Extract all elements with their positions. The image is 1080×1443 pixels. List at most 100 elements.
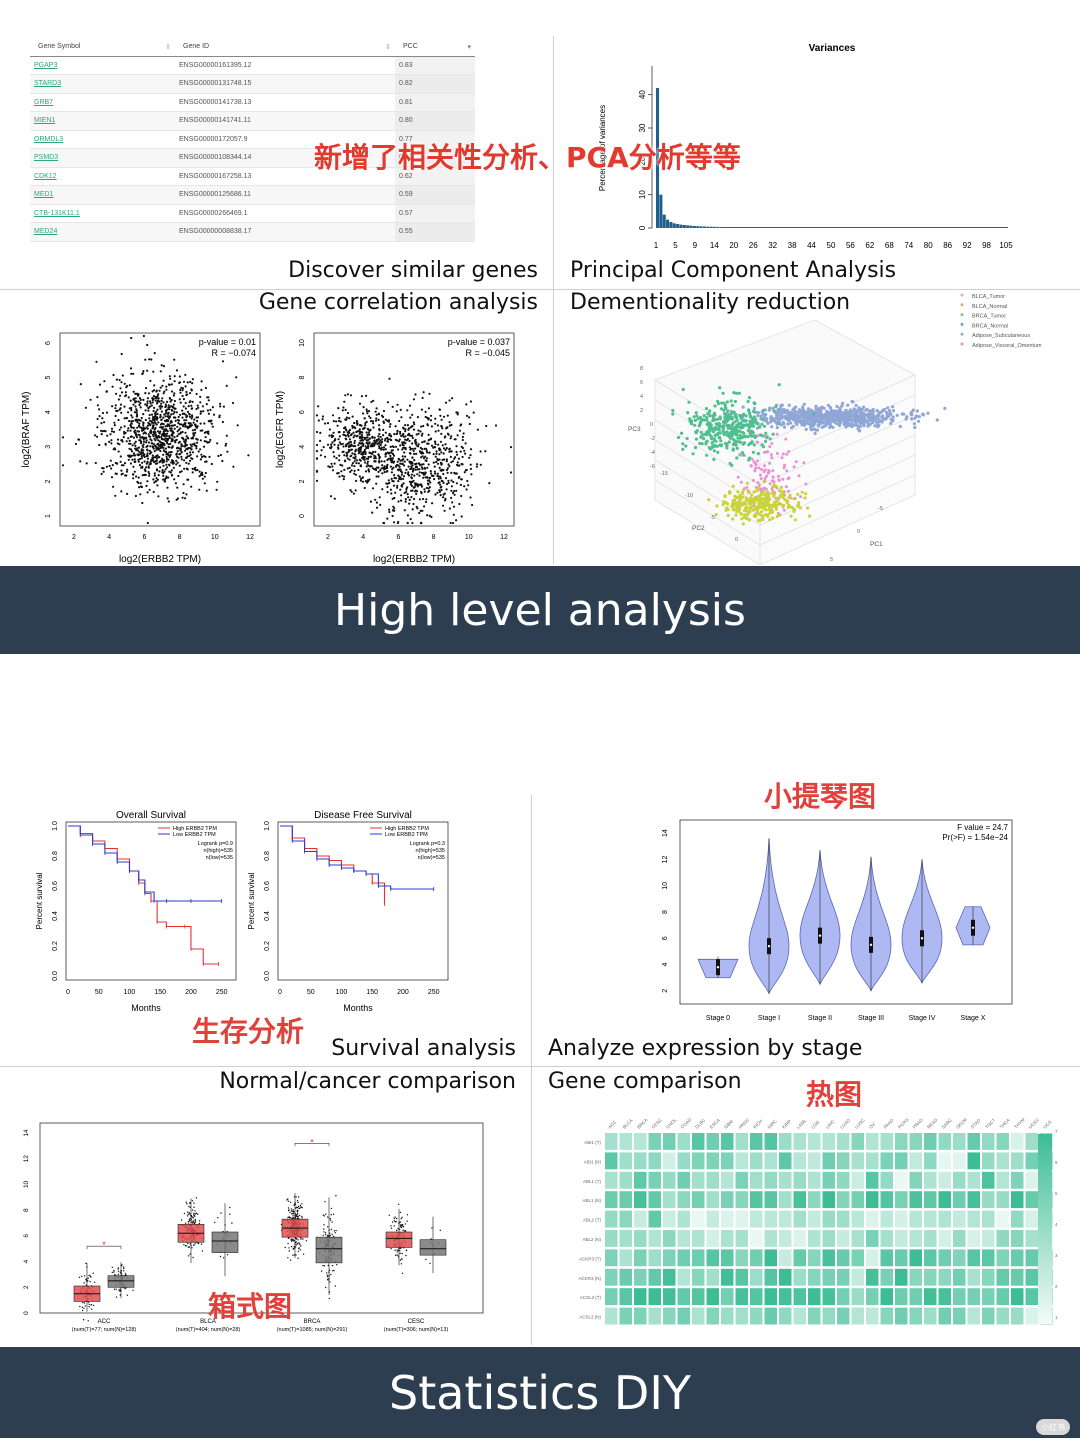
scatter-point (174, 482, 177, 485)
scatter-point (113, 421, 116, 424)
gene-symbol-link[interactable]: ORMDL3 (30, 130, 175, 149)
col-gene-id[interactable]: Gene ID ⇕ (175, 38, 395, 57)
scatter-point (380, 446, 383, 449)
scatter-point (352, 456, 355, 459)
x-tick-label: 38 (788, 241, 797, 250)
scatter-point (98, 408, 101, 411)
scatter-point (451, 460, 455, 463)
scatter-point (411, 456, 414, 459)
scatter-point (153, 406, 156, 409)
pca-point (753, 497, 757, 501)
scatter-point (151, 433, 154, 436)
heatmap-cell (648, 1191, 661, 1209)
scatter-point (382, 466, 385, 469)
gene-symbol-link[interactable]: PSMD3 (30, 148, 175, 168)
pca-point (743, 513, 747, 517)
legend-label: Low ERBB2 TPM (385, 832, 428, 838)
scatter-point (146, 457, 149, 460)
scatter-point (461, 435, 464, 439)
variance-bar (706, 226, 710, 228)
gene-symbol-link[interactable]: CTB-131K11.1 (30, 204, 175, 223)
scatter-point (181, 394, 184, 398)
box-point (78, 1276, 81, 1278)
scatter-point (150, 451, 153, 454)
table-row: ORMDL3 ENSG00000172057.9 0.77 (30, 130, 475, 149)
box-point (287, 1200, 290, 1202)
scatter-point (179, 432, 182, 435)
scatter-point (118, 378, 121, 382)
box-point (298, 1247, 300, 1249)
scatter-point (453, 457, 456, 460)
scatter-point (388, 425, 391, 428)
scatter-point (126, 468, 129, 471)
gene-symbol-link[interactable]: PGAP3 (30, 56, 175, 75)
row-label: ABL2 (N) (582, 1237, 601, 1242)
scatter-point (110, 476, 114, 479)
pca-point (733, 498, 737, 502)
scatter-point (450, 485, 453, 488)
scatter-point (178, 375, 181, 378)
scatter-point (355, 420, 359, 423)
scatter-point (382, 434, 385, 437)
scatter-point (156, 408, 159, 411)
scatter-point (131, 416, 134, 419)
box-point (393, 1217, 395, 1220)
scatter-point (163, 478, 167, 482)
scatter-point (463, 485, 466, 488)
scatter-point (398, 465, 401, 468)
scatter-point (144, 436, 147, 439)
scatter-point (198, 475, 201, 478)
scatter-point (428, 479, 431, 482)
box-rect (211, 1231, 239, 1253)
scatter-point (207, 399, 210, 402)
gene-symbol-link[interactable]: MED1 (30, 185, 175, 205)
scatter-point (373, 436, 376, 439)
scatter-point (406, 458, 409, 461)
gene-symbol-link[interactable]: MIEN1 (30, 111, 175, 131)
scatter-point (375, 482, 378, 485)
pca-gridline (759, 434, 916, 506)
pca-point (786, 506, 790, 510)
pca-gridline (654, 479, 761, 546)
scatter-point (392, 460, 396, 463)
scatter-point (177, 421, 180, 425)
scatter-point (114, 494, 117, 497)
stat-f: F value = 24.7 (957, 823, 1008, 832)
scatter-point (341, 409, 344, 412)
gene-symbol-link[interactable]: CDK12 (30, 167, 175, 186)
scatter-point (413, 474, 416, 477)
box-point (187, 1213, 189, 1216)
scatter-point (468, 456, 471, 459)
scatter-point (154, 480, 157, 483)
box-point (297, 1201, 299, 1204)
scatter-point (189, 443, 192, 446)
heatmap-cell (822, 1133, 835, 1150)
x-tick-label: 10 (211, 534, 219, 541)
scatter-point (389, 488, 392, 491)
box-point (297, 1196, 300, 1198)
column-label: CHOL (665, 1117, 678, 1130)
heatmap-cell (837, 1210, 850, 1228)
pca-point (812, 412, 816, 416)
gene-symbol-link[interactable]: STARD3 (30, 74, 175, 94)
pca-point (761, 492, 765, 496)
scatter-point (130, 435, 133, 438)
scatter-point (100, 472, 103, 476)
gene-symbol-link[interactable]: GRB7 (30, 93, 175, 112)
scatter-point (356, 422, 359, 425)
pca-point (765, 450, 769, 454)
pca-point (783, 497, 787, 501)
scatter-point (420, 408, 423, 411)
heatmap-cell (721, 1152, 734, 1170)
box-point (188, 1221, 190, 1223)
box-point (115, 1296, 118, 1298)
heatmap-cell (938, 1210, 951, 1228)
scatter-point (354, 455, 357, 459)
scatter-point (176, 418, 179, 422)
box-point (330, 1214, 332, 1216)
col-gene-symbol[interactable]: Gene Symbol ⇕ (30, 38, 175, 57)
col-pcc[interactable]: PCC ▾ (395, 38, 475, 57)
pca-point (681, 442, 685, 446)
pca-point (756, 459, 759, 463)
gene-symbol-link[interactable]: MED24 (30, 222, 175, 242)
